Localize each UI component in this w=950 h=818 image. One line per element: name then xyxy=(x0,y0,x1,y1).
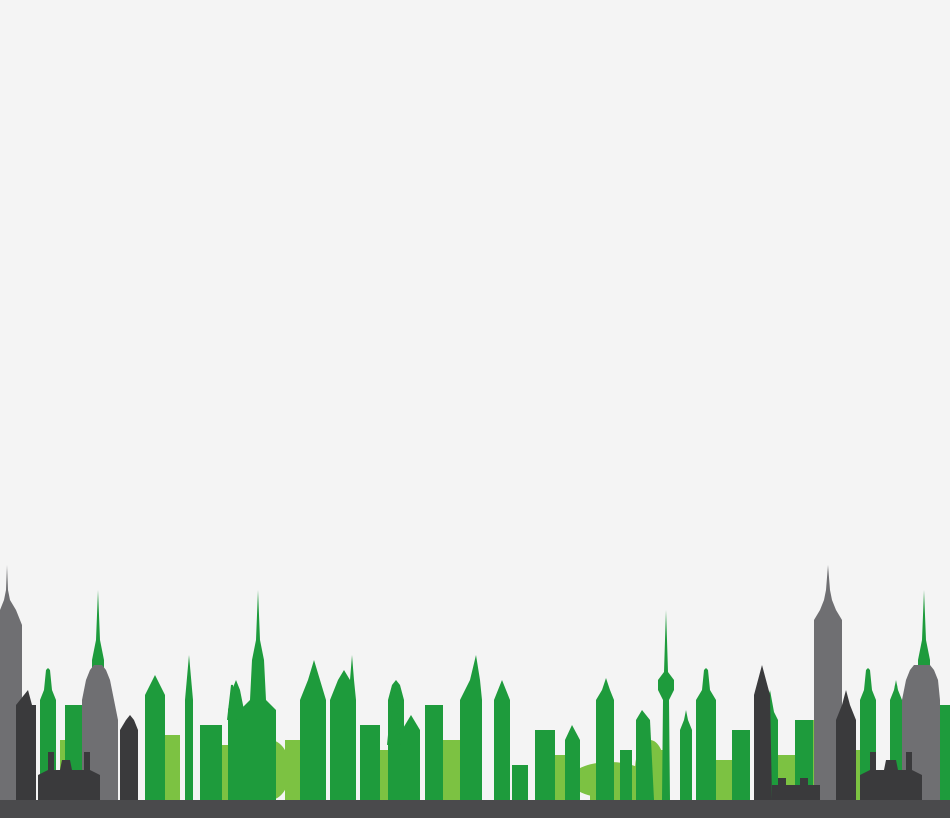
gray-buildings xyxy=(0,565,940,800)
ground-strip xyxy=(0,800,950,818)
radio-towers xyxy=(227,684,901,746)
